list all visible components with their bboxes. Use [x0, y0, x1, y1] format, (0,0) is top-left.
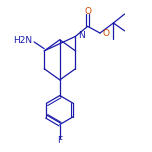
Text: O: O — [102, 29, 109, 38]
Text: O: O — [84, 7, 91, 16]
Text: N: N — [78, 31, 84, 40]
Text: H2N: H2N — [13, 36, 32, 45]
Text: F: F — [57, 136, 62, 145]
